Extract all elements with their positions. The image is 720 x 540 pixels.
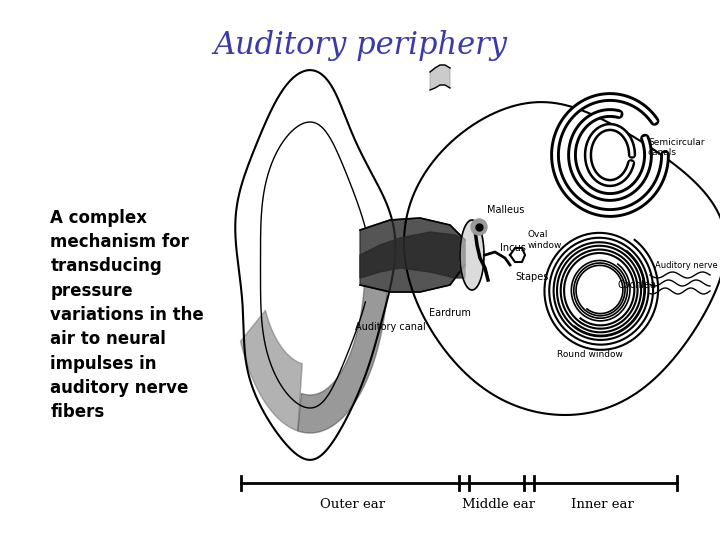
Text: Round window: Round window [557,350,623,359]
Polygon shape [360,218,465,292]
Text: Inner ear: Inner ear [571,498,634,511]
Polygon shape [235,70,395,460]
Polygon shape [460,220,484,290]
Polygon shape [360,232,465,278]
Text: Outer ear: Outer ear [320,498,385,511]
Polygon shape [298,285,387,433]
Text: Cochlea: Cochlea [618,280,657,290]
Text: Auditory nerve: Auditory nerve [655,260,718,269]
Text: Stapes: Stapes [515,272,549,282]
Text: Auditory canal: Auditory canal [355,322,426,332]
Text: Middle ear: Middle ear [462,498,535,511]
Polygon shape [510,248,525,262]
Text: Malleus: Malleus [487,205,524,215]
Circle shape [471,219,487,235]
Polygon shape [430,65,450,90]
Text: Eardrum: Eardrum [429,308,471,318]
Text: Auditory periphery: Auditory periphery [213,30,507,60]
Text: Semicircular
canals: Semicircular canals [648,138,704,157]
Text: A complex
mechanism for
transducing
pressure
variations in the
air to neural
imp: A complex mechanism for transducing pres… [50,209,204,421]
Polygon shape [240,310,302,431]
Text: Incus: Incus [500,243,526,253]
Polygon shape [404,102,720,415]
Text: Oval
window: Oval window [528,230,562,249]
